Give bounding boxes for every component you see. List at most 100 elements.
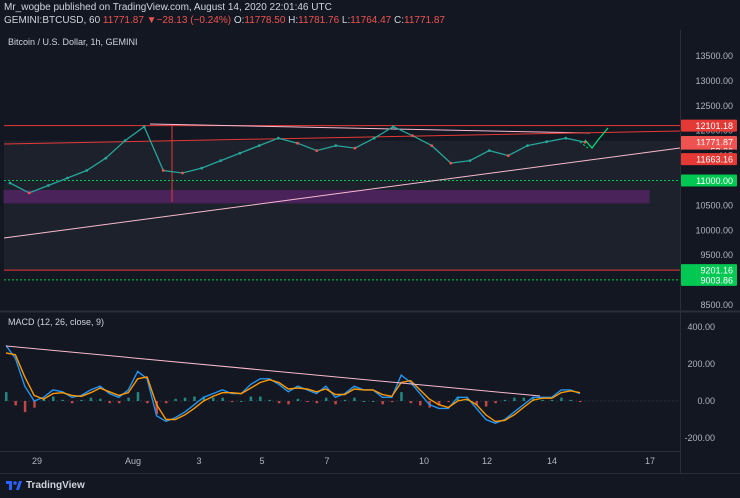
footer-bar: TradingView	[0, 473, 740, 498]
price-tag-bg	[681, 264, 737, 277]
price-pane	[0, 30, 740, 310]
macd-histogram-bar	[550, 399, 554, 401]
price-point	[257, 144, 261, 148]
macd-histogram-bar	[484, 401, 488, 407]
price-point	[430, 144, 434, 148]
price-point	[506, 154, 510, 158]
range-box	[4, 140, 680, 271]
projection-arrow-down	[579, 141, 589, 149]
price-point	[353, 146, 357, 150]
macd-histogram-bar	[343, 399, 347, 401]
macd-histogram-bar	[560, 397, 563, 401]
price-point	[161, 169, 165, 172]
price-tag-bg	[681, 174, 737, 187]
tradingview-logo-icon	[6, 481, 22, 490]
macd-histogram-bar	[89, 397, 93, 401]
macd-histogram-bar	[579, 401, 582, 403]
macd-histogram-bar	[306, 401, 309, 403]
price-tick-label: 13500.00	[695, 51, 733, 61]
high-label: H:	[288, 15, 299, 26]
macd-histogram-bar	[315, 401, 319, 404]
channel-top-line	[3, 130, 681, 145]
price-tag-label: 11663.16	[696, 155, 733, 165]
chart-header: Mr_wogbe published on TradingView.com, A…	[0, 0, 740, 28]
low-label: L:	[341, 15, 351, 26]
macd-histogram-bar	[117, 401, 121, 404]
macd-histogram-bar	[531, 397, 535, 401]
price-point	[564, 136, 568, 140]
macd-histogram-bar	[268, 399, 271, 401]
macd-histogram-bar	[362, 401, 366, 402]
price-point	[181, 171, 184, 175]
demand-zone	[3, 189, 650, 204]
macd-histogram-bar	[334, 401, 337, 405]
price-tag-label: 11000.00	[696, 176, 733, 186]
macd-histogram-bar	[419, 401, 422, 406]
macd-histogram-bar	[249, 396, 253, 401]
price-point	[85, 169, 89, 172]
macd-histogram-bar	[155, 401, 159, 415]
macd-histogram-bar	[99, 398, 102, 401]
time-tick-label: 7	[324, 456, 329, 466]
symbol-label: GEMINI:BTCUSD, 60	[4, 15, 101, 26]
price-tag-label: 9003.86	[700, 275, 733, 285]
high-value: 11781.76	[298, 15, 340, 26]
macd-histogram-bar	[541, 399, 544, 401]
macd-histogram-bar	[503, 399, 507, 401]
macd-histogram-bar	[400, 392, 403, 401]
macd-histogram-bar	[61, 399, 64, 401]
price-point	[8, 181, 12, 185]
macd-tick-label: 0.00	[697, 396, 715, 406]
macd-histogram-bar	[381, 401, 384, 405]
rising-support-trendline	[3, 147, 681, 239]
price-tick-label: 8500.00	[700, 300, 733, 310]
macd-histogram-bar	[127, 397, 130, 401]
price-point	[545, 140, 549, 144]
price-tick-label: 12500.00	[695, 101, 733, 111]
macd-histogram-bar	[42, 398, 46, 401]
price-point	[449, 161, 453, 165]
macd-histogram-bar	[259, 396, 262, 401]
time-tick-label: 17	[645, 456, 655, 466]
macd-histogram-bar	[277, 401, 281, 404]
macd-histogram-bar	[456, 396, 460, 401]
macd-histogram-bar	[70, 401, 74, 404]
open-label: O:	[233, 15, 245, 26]
price-tag-bg	[681, 273, 737, 286]
macd-tick-label: 200.00	[687, 359, 715, 369]
price-point	[27, 191, 31, 195]
macd-histogram-bar	[494, 401, 497, 404]
macd-pane-title: MACD (12, 26, close, 9)	[8, 317, 104, 327]
price-point	[391, 125, 395, 129]
btc-chart[interactable]: Bitcoin / U.S. Dollar, 1h, GEMINI MACD (1…	[0, 0, 740, 473]
macd-trendline	[5, 345, 541, 397]
macd-histogram-bar	[193, 396, 196, 401]
macd-histogram-bar	[108, 401, 112, 404]
macd-histogram-bar	[296, 398, 300, 401]
time-tick-label: 14	[547, 456, 557, 466]
low-value: 11764.47	[350, 15, 392, 26]
price-tag-bg	[681, 153, 737, 166]
time-tick-label: 12	[482, 456, 492, 466]
macd-histogram-bar	[371, 401, 375, 402]
price-point	[334, 144, 338, 148]
macd-histogram-bar	[409, 401, 413, 404]
macd-histogram-bar	[146, 401, 149, 404]
macd-histogram-bar	[390, 401, 394, 403]
macd-histogram-bar	[447, 401, 450, 403]
macd-histogram-bar	[287, 401, 290, 405]
tradingview-logo[interactable]: TradingView	[6, 479, 85, 491]
price-point	[200, 166, 204, 170]
price-tick-label: 9500.00	[700, 250, 733, 260]
time-tick-label: Aug	[125, 456, 141, 466]
tradingview-brand: TradingView	[26, 479, 85, 491]
price-point	[487, 149, 491, 153]
price-point	[123, 139, 127, 143]
projection-arrow-up	[584, 127, 609, 149]
price-point	[411, 134, 414, 138]
macd-tick-label: 400.00	[687, 322, 715, 332]
time-tick-label: 5	[259, 456, 264, 466]
macd-histogram-bar	[324, 397, 328, 401]
time-tick-label: 3	[196, 456, 201, 466]
time-tick-label: 29	[32, 456, 42, 466]
